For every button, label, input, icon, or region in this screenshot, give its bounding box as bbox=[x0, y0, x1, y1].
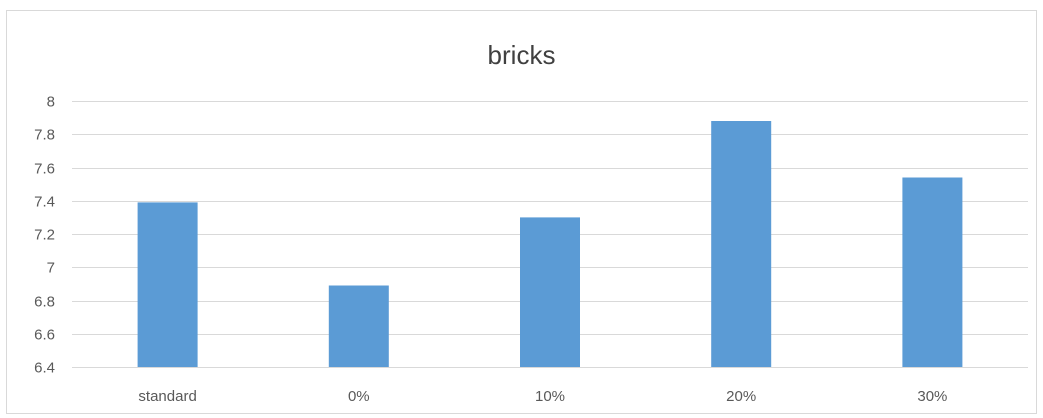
x-tick-label: 30% bbox=[917, 388, 947, 405]
y-axis-ticks: 6.4 6.6 6.8 7 7.2 7.4 7.6 7.8 8 bbox=[34, 94, 55, 377]
x-axis-ticks: standard 0% 10% 20% 30% bbox=[138, 388, 947, 405]
y-tick-label: 6.4 bbox=[34, 360, 55, 377]
y-tick-label: 6.8 bbox=[34, 294, 55, 311]
x-tick-label: 20% bbox=[726, 388, 756, 405]
x-tick-label: 10% bbox=[535, 388, 565, 405]
bars bbox=[137, 121, 963, 367]
y-tick-label: 7.4 bbox=[34, 194, 55, 211]
bar-20-percent bbox=[711, 121, 772, 367]
y-tick-label: 7.6 bbox=[34, 161, 55, 178]
y-tick-label: 7.2 bbox=[34, 227, 55, 244]
chart-title: bricks bbox=[487, 40, 556, 70]
bar-standard bbox=[137, 202, 198, 367]
bar-0-percent bbox=[328, 285, 389, 367]
bar-30-percent bbox=[902, 177, 963, 367]
x-tick-label: 0% bbox=[348, 388, 370, 405]
y-tick-label: 7 bbox=[47, 260, 55, 277]
y-tick-label: 7.8 bbox=[34, 127, 55, 144]
bar-10-percent bbox=[520, 217, 580, 367]
y-tick-label: 6.6 bbox=[34, 327, 55, 344]
x-tick-label: standard bbox=[138, 388, 196, 405]
y-tick-label: 8 bbox=[47, 94, 55, 111]
